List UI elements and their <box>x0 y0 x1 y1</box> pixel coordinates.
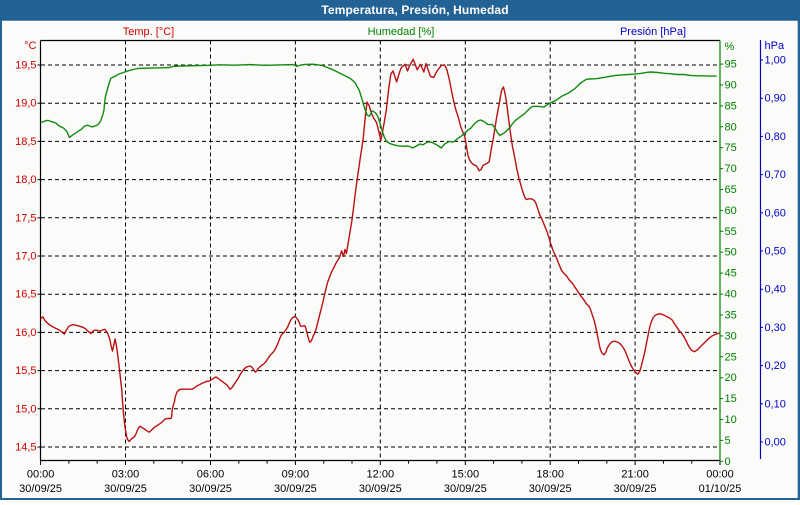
svg-text:30/09/25: 30/09/25 <box>444 483 487 495</box>
svg-text:0,40: 0,40 <box>765 284 786 296</box>
svg-text:30/09/25: 30/09/25 <box>614 483 657 495</box>
svg-text:Temp. [°C]: Temp. [°C] <box>123 26 174 38</box>
svg-text:Temperatura, Presión, Humedad: Temperatura, Presión, Humedad <box>321 3 508 17</box>
svg-text:18,0: 18,0 <box>15 174 36 186</box>
svg-text:5: 5 <box>725 435 731 447</box>
svg-text:17,5: 17,5 <box>15 212 36 224</box>
svg-text:30/09/25: 30/09/25 <box>104 483 147 495</box>
svg-text:01/10/25: 01/10/25 <box>699 483 742 495</box>
svg-text:60: 60 <box>725 205 737 217</box>
svg-text:16,5: 16,5 <box>15 289 36 301</box>
svg-text:°C: °C <box>24 40 36 52</box>
svg-text:0,10: 0,10 <box>765 398 786 410</box>
svg-text:19,0: 19,0 <box>15 98 36 110</box>
svg-text:21:00: 21:00 <box>621 469 649 481</box>
svg-text:30/09/25: 30/09/25 <box>529 483 572 495</box>
svg-text:0,80: 0,80 <box>765 131 786 143</box>
svg-text:03:00: 03:00 <box>112 469 140 481</box>
svg-text:25: 25 <box>725 351 737 363</box>
svg-text:0,30: 0,30 <box>765 322 786 334</box>
svg-text:0,00: 0,00 <box>765 437 786 449</box>
svg-text:0,70: 0,70 <box>765 169 786 181</box>
svg-text:30/09/25: 30/09/25 <box>189 483 232 495</box>
svg-text:17,0: 17,0 <box>15 251 36 263</box>
svg-text:Humedad [%]: Humedad [%] <box>368 26 435 38</box>
svg-text:09:00: 09:00 <box>282 469 310 481</box>
svg-text:95: 95 <box>725 59 737 71</box>
svg-text:18:00: 18:00 <box>536 469 564 481</box>
svg-text:80: 80 <box>725 121 737 133</box>
svg-text:16,0: 16,0 <box>15 327 36 339</box>
svg-text:65: 65 <box>725 184 737 196</box>
svg-text:30/09/25: 30/09/25 <box>274 483 317 495</box>
svg-text:00:00: 00:00 <box>27 469 55 481</box>
svg-text:50: 50 <box>725 247 737 259</box>
svg-text:30/09/25: 30/09/25 <box>19 483 62 495</box>
svg-text:30/09/25: 30/09/25 <box>359 483 402 495</box>
svg-text:%: % <box>725 41 735 53</box>
svg-text:Presión [hPa]: Presión [hPa] <box>620 26 686 38</box>
svg-text:0,50: 0,50 <box>765 246 786 258</box>
svg-text:85: 85 <box>725 100 737 112</box>
svg-text:20: 20 <box>725 372 737 384</box>
svg-text:12:00: 12:00 <box>367 469 395 481</box>
svg-text:1,00: 1,00 <box>765 55 786 67</box>
svg-text:30: 30 <box>725 330 737 342</box>
svg-text:15,0: 15,0 <box>15 403 36 415</box>
svg-text:0,90: 0,90 <box>765 93 786 105</box>
svg-text:0,20: 0,20 <box>765 360 786 372</box>
svg-text:hPa: hPa <box>765 40 785 52</box>
svg-text:19,5: 19,5 <box>15 60 36 72</box>
svg-text:90: 90 <box>725 80 737 92</box>
svg-text:0,60: 0,60 <box>765 207 786 219</box>
svg-text:10: 10 <box>725 414 737 426</box>
svg-text:15,5: 15,5 <box>15 365 36 377</box>
svg-text:40: 40 <box>725 289 737 301</box>
svg-text:55: 55 <box>725 226 737 238</box>
svg-text:15:00: 15:00 <box>452 469 480 481</box>
svg-text:35: 35 <box>725 310 737 322</box>
svg-text:45: 45 <box>725 268 737 280</box>
svg-text:18,5: 18,5 <box>15 136 36 148</box>
svg-text:00:00: 00:00 <box>706 469 734 481</box>
svg-text:75: 75 <box>725 142 737 154</box>
svg-text:15: 15 <box>725 393 737 405</box>
svg-text:0: 0 <box>725 456 731 468</box>
svg-text:70: 70 <box>725 163 737 175</box>
svg-text:14,5: 14,5 <box>15 442 36 454</box>
svg-text:06:00: 06:00 <box>197 469 225 481</box>
